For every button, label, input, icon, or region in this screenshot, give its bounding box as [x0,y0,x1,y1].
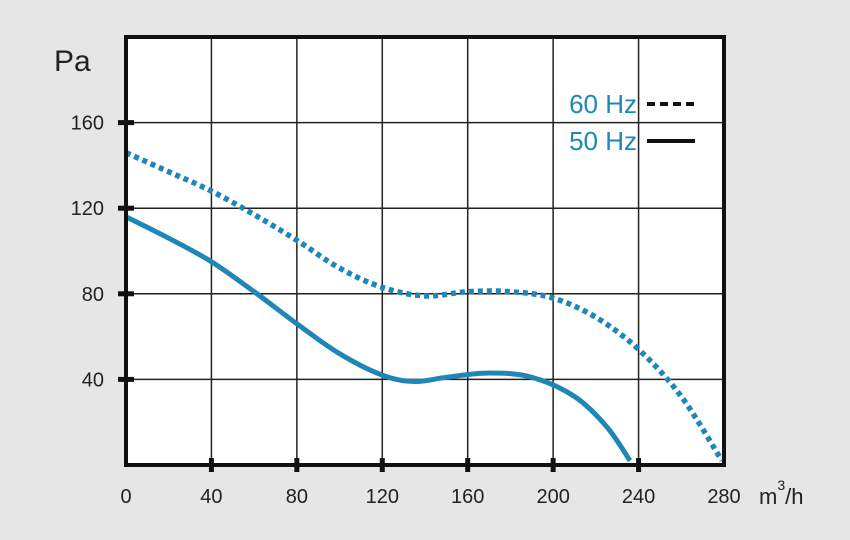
legend-label-60-hz: 60 Hz [569,89,637,119]
y-axis-unit: Pa [54,45,91,78]
x-tick-label-120: 120 [366,486,399,508]
x-tick-label-80: 80 [286,486,308,508]
x-tick-label-0: 0 [120,486,131,508]
legend: 60 Hz 50 Hz [569,89,695,156]
x-axis-unit: m3/h [759,477,803,509]
x-unit-superscript: 3 [777,477,785,493]
x-tick-label-240: 240 [622,486,655,508]
tick-marks [118,120,642,472]
plot-frame [124,35,726,467]
x-tick-label-40: 40 [200,486,222,508]
tick-labels: 0 40 80 120 160 200 240 280 40 80 120 160 [71,113,741,508]
legend-label-50-hz: 50 Hz [569,126,637,156]
y-tick-label-80: 80 [82,284,104,306]
series-line-50-hz [124,214,633,463]
x-unit-base: m [759,484,777,509]
x-unit-suffix: /h [785,484,803,509]
series-layer [124,150,725,463]
plot-area [126,37,724,465]
series-line-60-hz [124,150,725,463]
x-tick-label-160: 160 [451,486,484,508]
x-tick-label-200: 200 [536,486,569,508]
y-tick-label-160: 160 [71,113,104,135]
y-tick-label-120: 120 [71,198,104,220]
y-tick-label-40: 40 [82,369,104,391]
x-tick-label-280: 280 [707,486,740,508]
